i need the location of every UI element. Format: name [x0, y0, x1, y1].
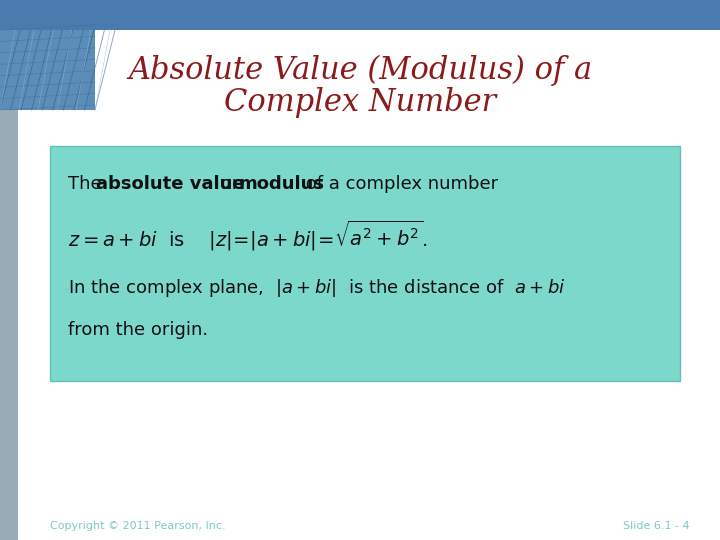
- Text: of a complex number: of a complex number: [300, 175, 498, 193]
- Text: or: or: [215, 175, 246, 193]
- Text: In the complex plane,  $|a + bi|$  is the distance of  $a + bi$: In the complex plane, $|a + bi|$ is the …: [68, 277, 566, 299]
- Text: Absolute Value (Modulus) of a: Absolute Value (Modulus) of a: [128, 55, 592, 86]
- Text: Complex Number: Complex Number: [224, 86, 496, 118]
- Text: The: The: [68, 175, 108, 193]
- FancyBboxPatch shape: [0, 30, 95, 110]
- FancyBboxPatch shape: [0, 110, 18, 540]
- Text: modulus: modulus: [238, 175, 325, 193]
- Text: absolute value: absolute value: [96, 175, 245, 193]
- Text: Copyright © 2011 Pearson, Inc.: Copyright © 2011 Pearson, Inc.: [50, 521, 225, 531]
- Text: Slide 6.1 - 4: Slide 6.1 - 4: [624, 521, 690, 531]
- Text: from the origin.: from the origin.: [68, 321, 209, 339]
- FancyBboxPatch shape: [50, 146, 680, 381]
- Text: $z = a + bi$  is    $|z|\!=\!|a + bi|\!=\!\sqrt{a^2 + b^2}$.: $z = a + bi$ is $|z|\!=\!|a + bi|\!=\!\s…: [68, 219, 428, 253]
- FancyBboxPatch shape: [0, 0, 720, 30]
